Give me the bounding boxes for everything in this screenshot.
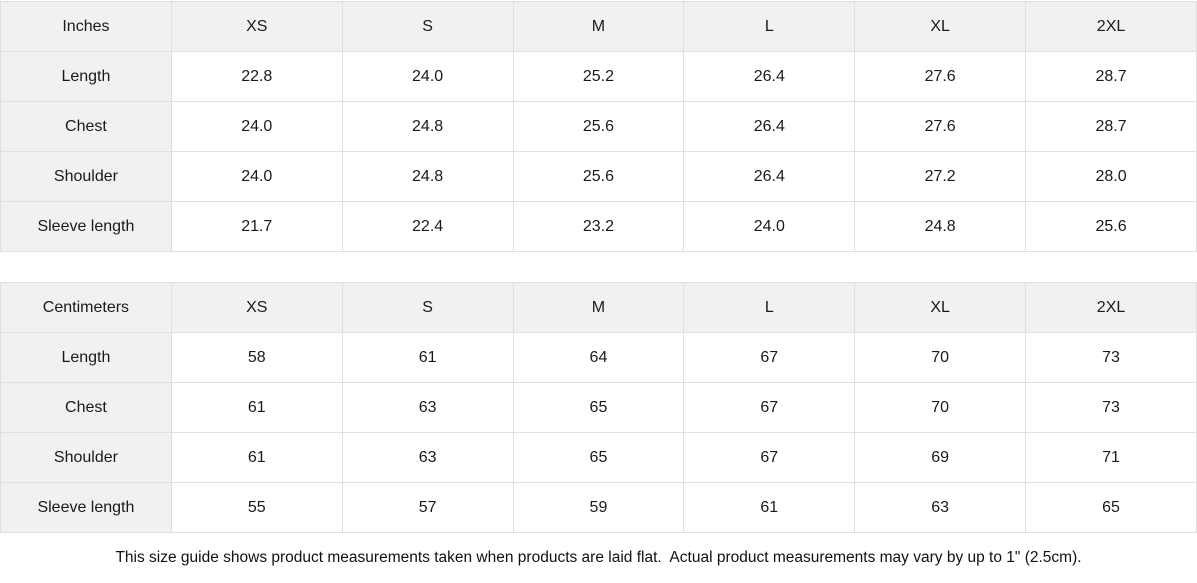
measurement-cell: 24.8 xyxy=(341,151,514,202)
measurement-cell: 25.6 xyxy=(1025,201,1197,252)
measurement-cell: 55 xyxy=(170,482,343,533)
measurement-cell: 67 xyxy=(683,332,856,383)
table-header-row: Centimeters XS S M L XL 2XL xyxy=(0,282,1197,333)
measurement-cell: 25.6 xyxy=(512,101,685,152)
row-label-chest: Chest xyxy=(0,101,172,152)
measurement-cell: 27.6 xyxy=(854,51,1027,102)
table-row: Chest 24.0 24.8 25.6 26.4 27.6 28.7 xyxy=(0,101,1197,152)
measurement-cell: 71 xyxy=(1025,432,1197,483)
row-label-shoulder: Shoulder xyxy=(0,151,172,202)
table-row: Shoulder 61 63 65 67 69 71 xyxy=(0,432,1197,483)
size-col-header-l: L xyxy=(683,282,856,333)
size-col-header-2xl: 2XL xyxy=(1025,1,1197,52)
table-row: Length 22.8 24.0 25.2 26.4 27.6 28.7 xyxy=(0,51,1197,102)
measurement-cell: 28.0 xyxy=(1025,151,1197,202)
measurement-cell: 24.0 xyxy=(170,151,343,202)
measurement-cell: 61 xyxy=(170,382,343,433)
table-spacer xyxy=(0,252,1197,282)
measurement-cell: 65 xyxy=(512,432,685,483)
size-col-header-m: M xyxy=(512,282,685,333)
size-col-header-xl: XL xyxy=(854,1,1027,52)
measurement-cell: 57 xyxy=(341,482,514,533)
table-row: Chest 61 63 65 67 70 73 xyxy=(0,382,1197,433)
table-row: Shoulder 24.0 24.8 25.6 26.4 27.2 28.0 xyxy=(0,151,1197,202)
size-table-centimeters: Centimeters XS S M L XL 2XL Length 58 61… xyxy=(0,282,1197,533)
measurement-cell: 26.4 xyxy=(683,51,856,102)
size-table-inches: Inches XS S M L XL 2XL Length 22.8 24.0 … xyxy=(0,1,1197,252)
measurement-cell: 24.0 xyxy=(170,101,343,152)
table-row: Sleeve length 55 57 59 61 63 65 xyxy=(0,482,1197,533)
measurement-cell: 63 xyxy=(341,432,514,483)
measurement-cell: 70 xyxy=(854,332,1027,383)
measurement-cell: 22.4 xyxy=(341,201,514,252)
measurement-cell: 26.4 xyxy=(683,151,856,202)
measurement-cell: 27.2 xyxy=(854,151,1027,202)
measurement-cell: 59 xyxy=(512,482,685,533)
table-row: Sleeve length 21.7 22.4 23.2 24.0 24.8 2… xyxy=(0,201,1197,252)
measurement-cell: 26.4 xyxy=(683,101,856,152)
row-label-chest: Chest xyxy=(0,382,172,433)
size-col-header-m: M xyxy=(512,1,685,52)
measurement-cell: 69 xyxy=(854,432,1027,483)
measurement-cell: 67 xyxy=(683,382,856,433)
measurement-cell: 65 xyxy=(512,382,685,433)
size-guide-disclaimer: This size guide shows product measuremen… xyxy=(115,549,1082,566)
row-label-sleeve-length: Sleeve length xyxy=(0,201,172,252)
measurement-cell: 70 xyxy=(854,382,1027,433)
size-col-header-2xl: 2XL xyxy=(1025,282,1197,333)
measurement-cell: 58 xyxy=(170,332,343,383)
size-col-header-xl: XL xyxy=(854,282,1027,333)
unit-label-inches: Inches xyxy=(0,1,172,52)
size-col-header-s: S xyxy=(341,1,514,52)
row-label-length: Length xyxy=(0,51,172,102)
measurement-cell: 61 xyxy=(170,432,343,483)
measurement-cell: 63 xyxy=(341,382,514,433)
size-col-header-xs: XS xyxy=(170,282,343,333)
measurement-cell: 25.6 xyxy=(512,151,685,202)
measurement-cell: 67 xyxy=(683,432,856,483)
row-label-sleeve-length: Sleeve length xyxy=(0,482,172,533)
measurement-cell: 28.7 xyxy=(1025,51,1197,102)
measurement-cell: 24.0 xyxy=(341,51,514,102)
size-col-header-xs: XS xyxy=(170,1,343,52)
measurement-cell: 73 xyxy=(1025,332,1197,383)
size-col-header-l: L xyxy=(683,1,856,52)
size-col-header-s: S xyxy=(341,282,514,333)
unit-label-centimeters: Centimeters xyxy=(0,282,172,333)
measurement-cell: 24.8 xyxy=(341,101,514,152)
measurement-cell: 65 xyxy=(1025,482,1197,533)
measurement-cell: 27.6 xyxy=(854,101,1027,152)
measurement-cell: 24.8 xyxy=(854,201,1027,252)
measurement-cell: 21.7 xyxy=(170,201,343,252)
measurement-cell: 22.8 xyxy=(170,51,343,102)
measurement-cell: 28.7 xyxy=(1025,101,1197,152)
row-label-shoulder: Shoulder xyxy=(0,432,172,483)
measurement-cell: 24.0 xyxy=(683,201,856,252)
measurement-cell: 63 xyxy=(854,482,1027,533)
table-header-row: Inches XS S M L XL 2XL xyxy=(0,1,1197,52)
row-label-length: Length xyxy=(0,332,172,383)
measurement-cell: 64 xyxy=(512,332,685,383)
measurement-cell: 61 xyxy=(683,482,856,533)
measurement-cell: 73 xyxy=(1025,382,1197,433)
measurement-cell: 61 xyxy=(341,332,514,383)
measurement-cell: 23.2 xyxy=(512,201,685,252)
table-row: Length 58 61 64 67 70 73 xyxy=(0,332,1197,383)
measurement-cell: 25.2 xyxy=(512,51,685,102)
